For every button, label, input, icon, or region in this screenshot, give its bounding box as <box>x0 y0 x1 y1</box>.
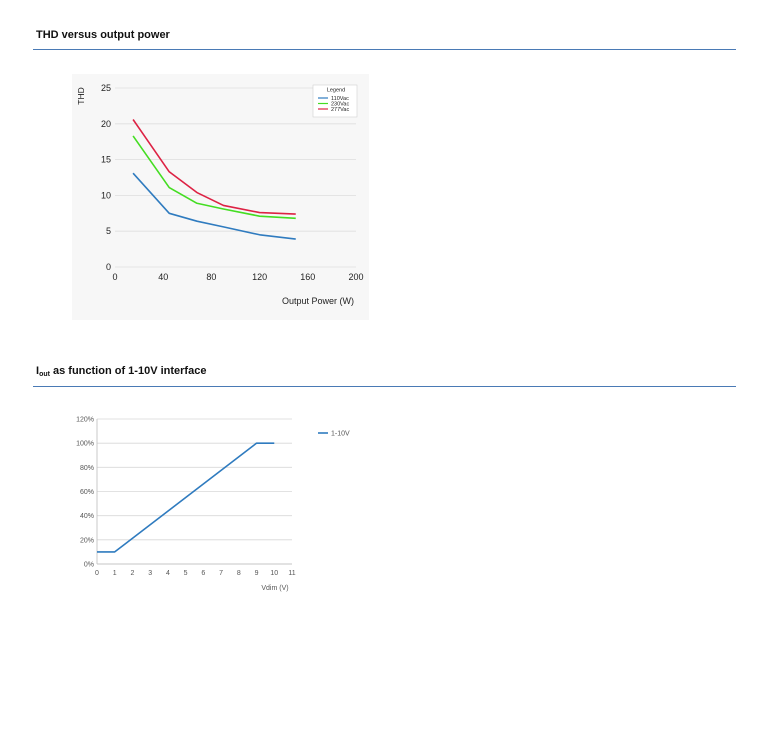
dim-x-tick-label: 9 <box>255 570 259 577</box>
section-title-iout: Iout as function of 1-10V interface <box>36 365 206 378</box>
section-title-iout-main: I <box>36 365 40 377</box>
thd-y-tick-label: 0 <box>106 262 111 272</box>
section-title-thd: THD versus output power <box>36 29 170 41</box>
thd-y-tick-label: 10 <box>101 190 111 200</box>
dim-x-tick-label: 1 <box>113 570 117 577</box>
thd-series-277Vac <box>132 119 296 215</box>
thd-x-tick-label: 80 <box>206 272 216 282</box>
dim-x-tick-label: 6 <box>201 570 205 577</box>
dim-y-tick-label: 20% <box>80 537 94 544</box>
dim-y-tick-label: 40% <box>80 513 94 520</box>
thd-x-tick-label: 120 <box>252 272 267 282</box>
dim-y-tick-label: 0% <box>84 562 94 569</box>
section-title-iout-sub: out <box>39 371 50 378</box>
thd-y-tick-label: 15 <box>101 155 111 165</box>
thd-legend-label: 230Vac <box>331 102 349 108</box>
thd-legend-label: 277Vac <box>331 107 349 113</box>
thd-y-tick-label: 25 <box>101 83 111 93</box>
thd-series-110Vac <box>132 172 296 240</box>
thd-legend-box <box>312 84 358 118</box>
thd-series-230Vac <box>132 135 296 220</box>
dim-x-tick-label: 5 <box>184 570 188 577</box>
thd-y-axis-label: THD <box>76 87 86 104</box>
dim-x-tick-label: 2 <box>131 570 135 577</box>
dim-y-tick-label: 80% <box>80 465 94 472</box>
dim-y-tick-label: 100% <box>76 441 94 448</box>
thd-x-tick-label: 40 <box>158 272 168 282</box>
dim-x-tick-label: 0 <box>95 570 99 577</box>
thd-legend-title: Legend <box>327 88 345 94</box>
thd-legend-label: 110Vac <box>331 96 349 102</box>
dim-legend-label: 1-10V <box>331 431 350 438</box>
dim-x-tick-label: 3 <box>148 570 152 577</box>
thd-y-tick-label: 5 <box>106 226 111 236</box>
dim-y-tick-label: 60% <box>80 489 94 496</box>
dim-x-tick-label: 10 <box>270 570 278 577</box>
dim-legend: 1-10V <box>318 431 350 438</box>
thd-y-tick-label: 20 <box>101 119 111 129</box>
dim-x-axis-label: Vdim (V) <box>261 585 288 592</box>
thd-x-tick-label: 0 <box>112 272 117 282</box>
section-divider <box>33 386 736 387</box>
dim-x-tick-label: 8 <box>237 570 241 577</box>
dim-series-1-10V <box>97 442 275 553</box>
section-title-iout-rest: as function of 1-10V interface <box>49 365 207 377</box>
thd-x-tick-label: 160 <box>300 272 315 282</box>
dim-y-tick-label: 120% <box>76 417 94 424</box>
thd-x-tick-label: 200 <box>348 272 363 282</box>
section-divider <box>33 49 736 50</box>
dim-x-tick-label: 7 <box>219 570 223 577</box>
dim-x-tick-label: 11 <box>288 570 295 577</box>
thd-x-axis-label: Output Power (W) <box>282 296 354 306</box>
dim-x-tick-label: 4 <box>166 570 170 577</box>
